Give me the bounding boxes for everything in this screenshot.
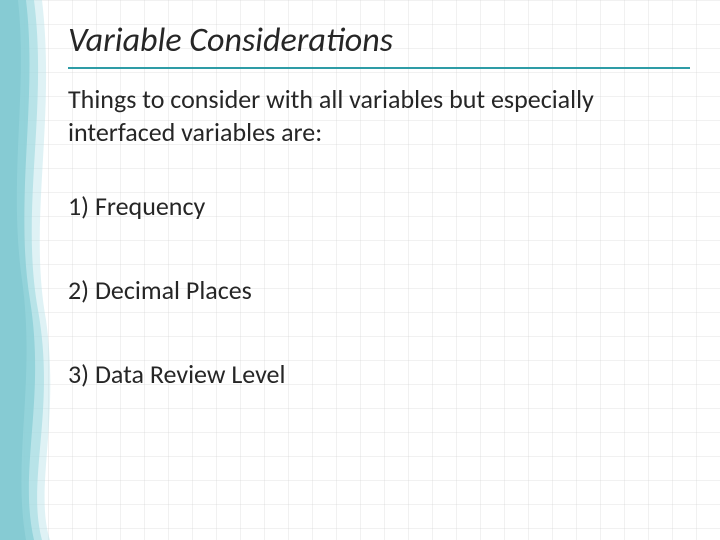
slide-content: Variable Considerations Things to consid… (68, 20, 690, 442)
list-item: 3) Data Review Level (68, 358, 690, 390)
slide-intro-text: Things to consider with all variables bu… (68, 83, 690, 148)
list-item: 2) Decimal Places (68, 274, 690, 306)
slide-title: Variable Considerations (68, 20, 690, 69)
list-item: 1) Frequency (68, 190, 690, 222)
